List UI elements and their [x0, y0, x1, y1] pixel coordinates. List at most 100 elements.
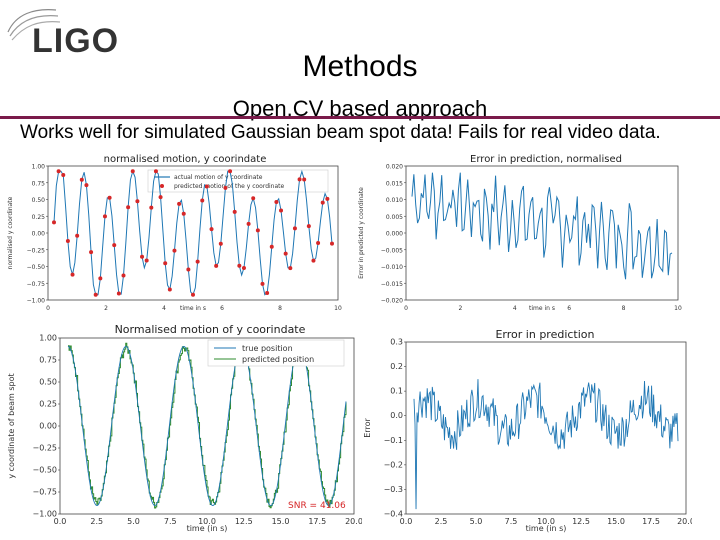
y-axis-label: y coordinate of beam spot: [7, 373, 16, 478]
predicted-point: [200, 198, 205, 203]
y-tick-label: −0.2: [384, 460, 403, 469]
predicted-point: [93, 292, 98, 297]
predicted-point: [181, 211, 186, 216]
x-tick-label: 10.0: [198, 517, 216, 526]
snr-annotation: SNR = 41.06: [288, 501, 346, 511]
logo-text: LIGO: [32, 22, 120, 60]
y-tick-label: −0.25: [27, 247, 46, 254]
y-tick-label: 0.00: [39, 422, 57, 431]
chart-top-right: Error in prediction, normalised 0.020 0.0…: [356, 152, 686, 314]
chart-title: Error in prediction, normalised: [470, 154, 622, 165]
predicted-point: [246, 221, 251, 226]
y-tick-label: −0.005: [381, 247, 403, 254]
predicted-point: [153, 169, 158, 174]
y-tick-label: −0.015: [381, 281, 403, 288]
x-tick-label: 0: [46, 305, 50, 312]
y-tick-label: −0.020: [381, 298, 403, 305]
y-tick-label: −0.50: [27, 264, 46, 271]
x-tick-label: 7.5: [505, 517, 518, 526]
predicted-point: [325, 196, 330, 201]
chart-title: Error in prediction: [495, 328, 594, 341]
x-tick-label: 5.0: [470, 517, 483, 526]
predicted-point: [112, 243, 117, 248]
plot-frame: [405, 165, 679, 301]
chart-bottom-right: Error in prediction 0.3 0.2 0.1 0.0 −0.1 −0.2…: [362, 322, 692, 534]
x-axis-label: time in s: [529, 305, 555, 312]
y-tick-label: −0.1: [384, 436, 403, 445]
x-tick-label: 15.0: [272, 517, 290, 526]
x-tick-label: 12.5: [572, 517, 590, 526]
y-tick-label: −0.75: [27, 281, 46, 288]
y-tick-label: 0.3: [390, 338, 403, 347]
chart-top-left: normalised motion, y coorindate 1.00 0.75…: [0, 152, 360, 314]
predicted-point: [260, 281, 265, 286]
y-tick-label: 0.005: [386, 214, 403, 221]
x-tick-label: 6: [567, 305, 571, 312]
predicted-point: [209, 227, 214, 232]
predicted-point: [98, 276, 103, 281]
y-tick-label: −1.00: [32, 510, 57, 519]
predicted-point: [218, 241, 223, 246]
predicted-point: [186, 267, 191, 272]
chart-title: normalised motion, y coorindate: [104, 154, 267, 165]
predicted-point: [89, 250, 94, 255]
x-tick-label: 20.0: [677, 517, 692, 526]
predicted-point: [56, 169, 61, 174]
predicted-point: [107, 195, 112, 200]
x-tick-label: 20.0: [345, 517, 362, 526]
chart-bottom-left: Normalised motion of y coorindate 1.00 0.…: [0, 322, 362, 534]
y-tick-label: 0.75: [39, 356, 57, 365]
predicted-point: [52, 220, 56, 225]
x-tick-label: 17.5: [642, 517, 660, 526]
x-tick-label: 0: [404, 305, 408, 312]
predicted-point: [84, 183, 89, 188]
title-divider: [0, 116, 720, 119]
logo-swirl-icon: [7, 9, 61, 41]
x-axis-label: time (in s): [526, 524, 567, 533]
legend-actual: actual motion of y coordinate: [174, 174, 263, 181]
x-tick-label: 2.5: [435, 517, 448, 526]
x-tick-label: 2: [104, 305, 108, 312]
legend-true: true position: [242, 344, 293, 353]
predicted-point: [279, 208, 284, 213]
legend-predicted: predicted position: [242, 355, 314, 364]
y-tick-label: 0.75: [32, 180, 46, 187]
x-tick-label: 0.0: [54, 517, 67, 526]
error-line: [411, 172, 673, 280]
chart-title: Normalised motion of y coorindate: [115, 323, 306, 336]
series-predicted-line: [68, 342, 347, 509]
predicted-point: [149, 205, 154, 210]
y-tick-label: 0.1: [390, 387, 403, 396]
y-tick-label: 0.0: [390, 411, 403, 420]
predicted-point: [195, 259, 200, 264]
predicted-point: [70, 272, 75, 277]
y-tick-label: 0.020: [386, 164, 403, 171]
y-tick-label: −0.50: [32, 466, 57, 475]
predicted-point: [237, 263, 242, 268]
predicted-point: [311, 258, 316, 263]
legend-predicted: predicted motion of the y coordinate: [174, 183, 284, 190]
predicted-point: [274, 199, 279, 204]
y-tick-label: 0.25: [32, 214, 46, 221]
ligo-logo: LIGO: [7, 9, 172, 66]
page-title: Methods: [302, 50, 418, 83]
predicted-point: [135, 199, 140, 204]
x-tick-label: 10.0: [537, 517, 555, 526]
x-tick-label: 6: [220, 305, 224, 312]
y-tick-label: 0.010: [386, 197, 403, 204]
predicted-point: [126, 205, 131, 210]
predicted-point: [330, 241, 334, 246]
x-tick-label: 4: [162, 305, 166, 312]
predicted-point: [316, 240, 321, 245]
y-tick-label: 0.50: [32, 197, 46, 204]
predicted-point: [130, 169, 135, 174]
x-tick-label: 0.0: [400, 517, 413, 526]
y-axis-label: normalised y coordinate: [7, 196, 14, 269]
y-tick-label: 0.2: [390, 362, 403, 371]
x-tick-label: 10: [334, 305, 342, 312]
x-tick-label: 17.5: [308, 517, 326, 526]
predicted-point: [283, 251, 288, 256]
y-tick-label: −0.3: [384, 485, 403, 494]
legend: actual motion of y coordinate predicted …: [147, 169, 329, 193]
y-tick-label: 1.00: [32, 164, 46, 171]
